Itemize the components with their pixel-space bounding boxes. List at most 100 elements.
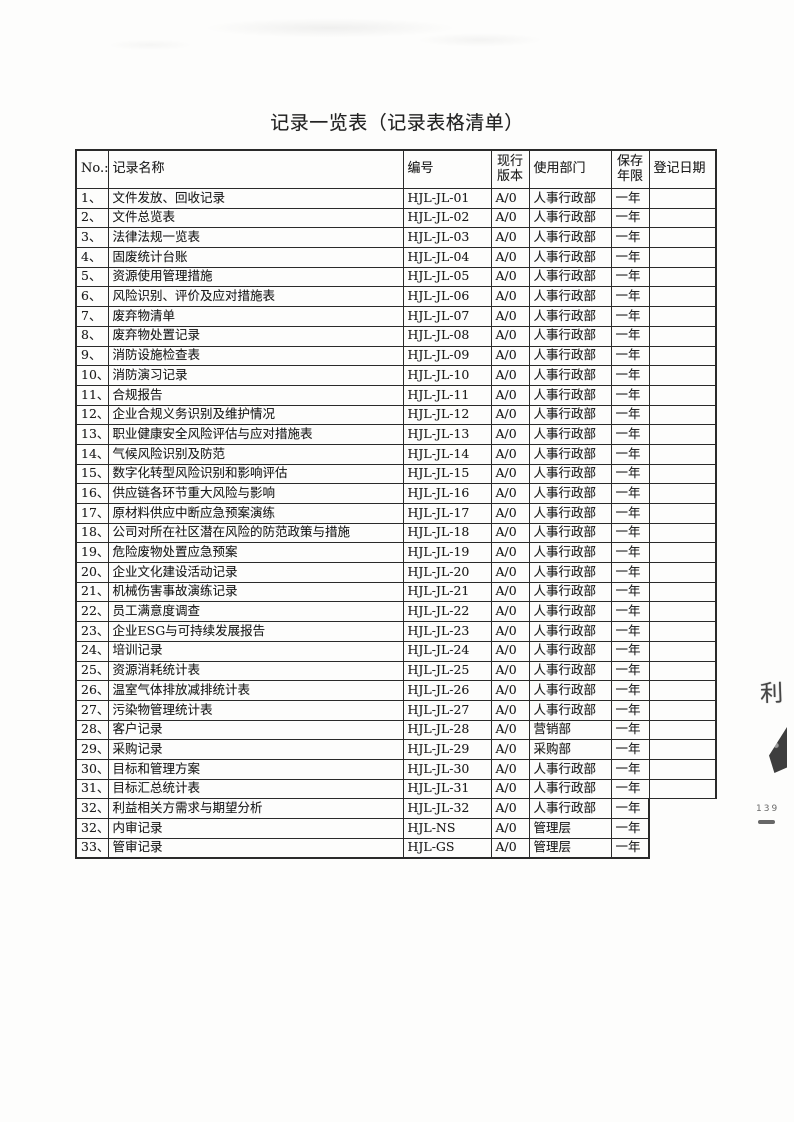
cell-no: 5、 xyxy=(75,266,109,288)
cell-no: 33、 xyxy=(75,837,109,860)
column-header-retention: 保存 年限 xyxy=(610,149,650,189)
table-row: 5、 资源使用管理措施 HJL-JL-05 A/0 人事行政部 一年 xyxy=(75,266,717,288)
cell-version: A/0 xyxy=(490,562,530,583)
cell-record-name: 企业合规义务识别及维护情况 xyxy=(107,404,404,426)
cell-version: A/0 xyxy=(490,778,530,800)
cell-no: 8、 xyxy=(75,325,109,347)
table-row: 10、 消防演习记录 HJL-JL-10 A/0 人事行政部 一年 xyxy=(75,365,717,386)
table-row: 12、 企业合规义务识别及维护情况 HJL-JL-12 A/0 人事行政部 一年 xyxy=(75,404,717,426)
cell-code: HJL-JL-03 xyxy=(402,227,492,249)
cell-record-name: 法律法规一览表 xyxy=(107,227,404,249)
cell-register-date xyxy=(648,227,717,249)
table-row: 25、 资源消耗统计表 HJL-JL-25 A/0 人事行政部 一年 xyxy=(75,660,717,682)
cell-department: 人事行政部 xyxy=(528,345,612,367)
cell-no: 32、 xyxy=(75,798,109,819)
table-row: 26、 温室气体排放减排统计表 HJL-JL-26 A/0 人事行政部 一年 xyxy=(75,680,717,701)
table-row: 32、 内审记录 HJL-NS A/0 管理层 一年 xyxy=(75,818,716,839)
cell-code: HJL-JL-15 xyxy=(402,463,492,485)
cell-retention: 一年 xyxy=(610,325,650,347)
cell-department: 人事行政部 xyxy=(528,424,612,445)
cell-no: 1、 xyxy=(75,188,109,209)
cell-register-date xyxy=(648,207,717,229)
cell-version: A/0 xyxy=(490,424,530,445)
cell-record-name: 固废统计台账 xyxy=(107,247,404,268)
cell-register-date xyxy=(648,247,717,268)
cell-department: 人事行政部 xyxy=(528,778,612,800)
cell-department: 人事行政部 xyxy=(528,443,612,465)
cell-version: A/0 xyxy=(490,601,530,623)
cell-no: 7、 xyxy=(75,306,109,327)
table-row: 20、 企业文化建设活动记录 HJL-JL-20 A/0 人事行政部 一年 xyxy=(75,562,717,583)
table-row: 16、 供应链各环节重大风险与影响 HJL-JL-16 A/0 人事行政部 一年 xyxy=(75,483,717,504)
cell-version: A/0 xyxy=(490,798,530,819)
cell-code: HJL-JL-06 xyxy=(402,286,492,308)
cell-retention: 一年 xyxy=(610,621,650,642)
cell-code: HJL-NS xyxy=(402,818,492,839)
cell-version: A/0 xyxy=(490,404,530,426)
cell-version: A/0 xyxy=(490,837,530,860)
cell-record-name: 文件发放、回收记录 xyxy=(107,188,404,209)
cell-record-name: 文件总览表 xyxy=(107,207,404,229)
cell-record-name: 供应链各环节重大风险与影响 xyxy=(107,483,404,504)
stamp-wedge-artifact xyxy=(769,727,787,773)
cell-version: A/0 xyxy=(490,266,530,288)
cell-record-name: 企业ESG与可持续发展报告 xyxy=(107,621,404,642)
cell-no: 3、 xyxy=(75,227,109,249)
cell-department: 人事行政部 xyxy=(528,660,612,682)
table-row: 9、 消防设施检查表 HJL-JL-09 A/0 人事行政部 一年 xyxy=(75,345,717,367)
cell-retention: 一年 xyxy=(610,699,650,721)
cell-department: 人事行政部 xyxy=(528,227,612,249)
cell-department: 采购部 xyxy=(528,739,612,760)
record-list-table: No.: 记录名称 编号 现行 版本 使用部门 保存 年限 登记日期 1、 文件… xyxy=(75,149,717,860)
cell-version: A/0 xyxy=(490,227,530,249)
cell-version: A/0 xyxy=(490,188,530,209)
cell-version: A/0 xyxy=(490,286,530,308)
cell-code: HJL-JL-02 xyxy=(402,207,492,229)
cell-no: 23、 xyxy=(75,621,109,642)
cell-version: A/0 xyxy=(490,739,530,760)
cell-no: 21、 xyxy=(75,581,109,603)
cell-register-date xyxy=(648,424,717,445)
cell-register-date xyxy=(648,542,717,564)
cell-record-name: 数字化转型风险识别和影响评估 xyxy=(107,463,404,485)
cell-department: 营销部 xyxy=(528,719,612,741)
cell-department: 人事行政部 xyxy=(528,286,612,308)
cell-version: A/0 xyxy=(490,207,530,229)
cell-department: 人事行政部 xyxy=(528,325,612,347)
cell-no: 10、 xyxy=(75,365,109,386)
cell-version: A/0 xyxy=(490,483,530,504)
cell-no: 6、 xyxy=(75,286,109,308)
cell-retention: 一年 xyxy=(610,503,650,524)
cell-record-name: 合规报告 xyxy=(107,384,404,406)
cell-register-date xyxy=(648,443,717,465)
column-header-name: 记录名称 xyxy=(107,149,404,189)
cell-code: HJL-JL-24 xyxy=(402,640,492,662)
cell-retention: 一年 xyxy=(610,463,650,485)
cell-version: A/0 xyxy=(490,443,530,465)
cell-register-date xyxy=(648,503,717,524)
cell-record-name: 废弃物处置记录 xyxy=(107,325,404,347)
cell-record-name: 原材料供应中断应急预案演练 xyxy=(107,503,404,524)
cell-code: HJL-JL-10 xyxy=(402,365,492,386)
cell-code: HJL-JL-07 xyxy=(402,306,492,327)
table-row: 30、 目标和管理方案 HJL-JL-30 A/0 人事行政部 一年 xyxy=(75,758,717,780)
cell-version: A/0 xyxy=(490,758,530,780)
cell-version: A/0 xyxy=(490,699,530,721)
cell-record-name: 资源消耗统计表 xyxy=(107,660,404,682)
cell-register-date xyxy=(648,384,717,406)
cell-no: 24、 xyxy=(75,640,109,662)
cell-code: HJL-JL-29 xyxy=(402,739,492,760)
table-row: 1、 文件发放、回收记录 HJL-JL-01 A/0 人事行政部 一年 xyxy=(75,188,717,209)
table-row: 27、 污染物管理统计表 HJL-JL-27 A/0 人事行政部 一年 xyxy=(75,699,717,721)
cell-version: A/0 xyxy=(490,345,530,367)
cell-record-name: 采购记录 xyxy=(107,739,404,760)
cell-no: 30、 xyxy=(75,758,109,780)
cell-retention: 一年 xyxy=(610,758,650,780)
cell-retention: 一年 xyxy=(610,818,650,839)
cell-code: HJL-JL-19 xyxy=(402,542,492,564)
cell-retention: 一年 xyxy=(610,739,650,760)
cell-retention: 一年 xyxy=(610,266,650,288)
table-row: 21、 机械伤害事故演练记录 HJL-JL-21 A/0 人事行政部 一年 xyxy=(75,581,717,603)
cell-record-name: 利益相关方需求与期望分析 xyxy=(107,798,404,819)
